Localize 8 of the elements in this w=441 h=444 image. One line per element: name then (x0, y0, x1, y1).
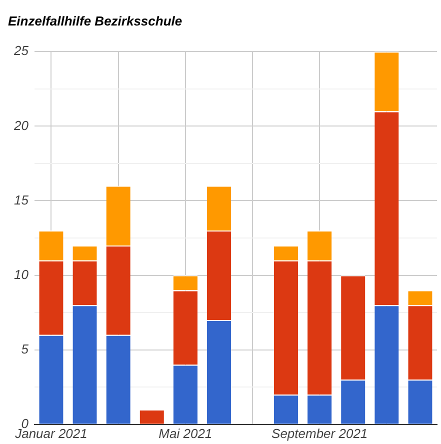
chart-title: Einzelfallhilfe Bezirksschule (8, 13, 182, 28)
y-tick-label: 25 (12, 43, 30, 58)
x-tick-label: Mai 2021 (158, 426, 212, 441)
y-tick-label: 20 (12, 118, 30, 133)
y-tick-label: 15 (14, 192, 30, 208)
y-tick-label: 10 (14, 266, 30, 282)
x-tick-label: September 2021 (272, 426, 368, 441)
y-tick-label: 5 (21, 341, 30, 356)
